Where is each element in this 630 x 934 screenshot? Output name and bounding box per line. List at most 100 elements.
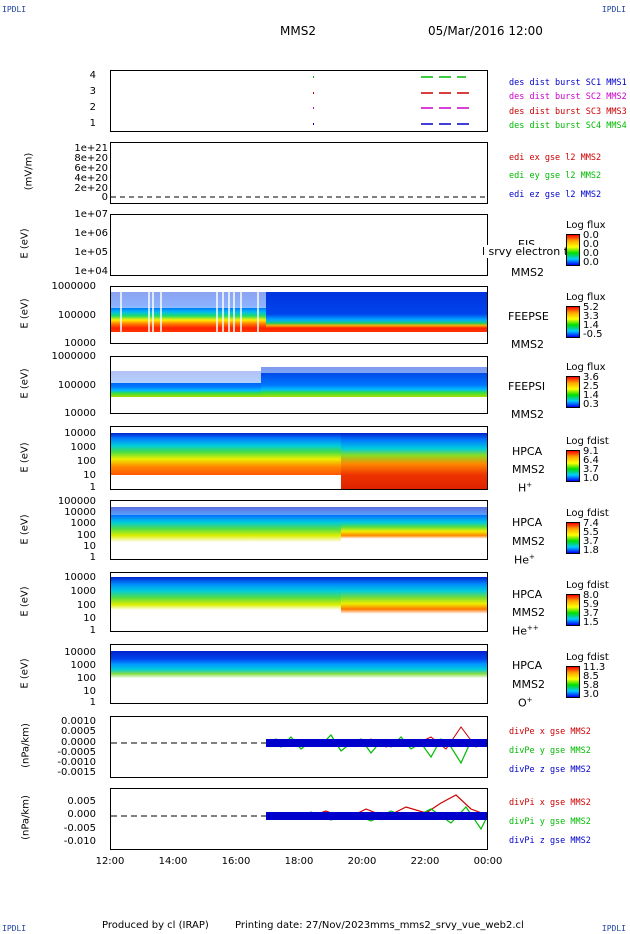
hpca-hepp-tick-3: 10 — [83, 613, 96, 624]
efield-legend-x: edi ex gse l2 MMS2 — [509, 153, 602, 163]
hpca-he-colorbar-title: Log fdist — [566, 508, 609, 519]
footer-script: mms_mms2_srvy_vue_web2.cl — [370, 920, 524, 931]
hpca-o-panel — [110, 644, 488, 704]
footer-producer: Produced by cl (IRAP) — [102, 920, 209, 931]
divpe-tick-2: 0.0000 — [61, 737, 96, 748]
hpca-h-tick-4: 1 — [89, 482, 96, 493]
efield-legend-y: edi ey gse l2 MMS2 — [509, 171, 602, 181]
divpi-panel — [110, 788, 488, 850]
feepse-colorbar-value: -0.5 — [583, 329, 603, 340]
feepse-gaps — [120, 292, 259, 332]
hpca-h-species: H+ — [518, 481, 533, 495]
efield-tick-5: 0 — [101, 192, 108, 203]
hpca-hepp-inst-sc: MMS2 — [512, 606, 545, 619]
feepse-colorbar-title: Log flux — [566, 292, 606, 303]
hpca-h-colorbar — [566, 450, 580, 482]
hpca-o-tick-1: 1000 — [70, 660, 96, 671]
divpi-legend-x: divPi x gse MMS2 — [509, 798, 591, 808]
feepsi-tick-1: 100000 — [57, 380, 96, 391]
feepsi-panel — [110, 356, 488, 414]
x-tick-1800: 18:00 — [284, 856, 314, 867]
hpca-h-tick-1: 1000 — [70, 442, 96, 453]
feepsi-inst-name: FEEPSI — [508, 380, 546, 393]
hpca-he-panel — [110, 500, 488, 560]
hpca-o-colorbar — [566, 666, 580, 698]
hpca-o-colorbar-title: Log fdist — [566, 652, 609, 663]
feepsi-colorbar-title: Log flux — [566, 362, 606, 373]
feepse-colorbar-value: 1.4 — [583, 320, 599, 331]
hpca-o-colorbar-value: 8.5 — [583, 671, 599, 682]
hpca-h-spectrogram — [111, 433, 487, 489]
efield-tick-2: 6e+20 — [74, 163, 108, 174]
feepsi-tick-0: 1000000 — [51, 351, 96, 362]
hpca-hepp-colorbar-value: 1.5 — [583, 617, 599, 628]
burst-panel — [110, 70, 488, 132]
footer-printing-date: Printing date: 27/Nov/2023 — [235, 920, 371, 931]
hpca-h-panel — [110, 426, 488, 490]
eis-tick-3: 1e+04 — [74, 266, 108, 277]
hpca-hepp-colorbar-value: 3.7 — [583, 608, 599, 619]
corner-label-br: IPDLI — [601, 924, 626, 933]
hpca-he-tick-3: 100 — [76, 530, 96, 541]
burst-plot — [313, 76, 471, 125]
eis-colorbar-value: 0.0 — [583, 248, 599, 259]
hpca-he-colorbar-value: 5.5 — [583, 527, 599, 538]
hpca-o-colorbar-value: 3.0 — [583, 689, 599, 700]
x-tick-2200: 22:00 — [410, 856, 440, 867]
feepse-inst-sc: MMS2 — [511, 338, 544, 351]
efield-panel — [110, 142, 488, 204]
x-tick-1400: 14:00 — [158, 856, 188, 867]
feepsi-colorbar-value: 2.5 — [583, 381, 599, 392]
feepse-colorbar-value: 3.3 — [583, 311, 599, 322]
divpe-tick-5: -0.0015 — [57, 767, 96, 778]
hpca-o-tick-3: 10 — [83, 686, 96, 697]
efield-tick-0: 1e+21 — [74, 143, 108, 154]
hpca-hepp-tick-0: 10000 — [64, 572, 96, 583]
hpca-hepp-colorbar-value: 5.9 — [583, 599, 599, 610]
hpca-he-spectrogram — [111, 507, 487, 551]
feepse-tick-1: 100000 — [57, 310, 96, 321]
hpca-h-colorbar-title: Log fdist — [566, 436, 609, 447]
hpca-o-colorbar-value: 5.8 — [583, 680, 599, 691]
divpi-legend-y: divPi y gse MMS2 — [509, 817, 591, 827]
hpca-he-tick-1: 10000 — [64, 507, 96, 518]
eis-tick-1: 1e+06 — [74, 228, 108, 239]
x-tick-0000: 00:00 — [473, 856, 503, 867]
hpca-he-colorbar-value: 3.7 — [583, 536, 599, 547]
feepsi-inst-sc: MMS2 — [511, 408, 544, 421]
divpi-tick-2: -0.005 — [63, 823, 96, 834]
efield-ylabel: (mV/m) — [23, 152, 35, 191]
hpca-he-colorbar-value: 1.8 — [583, 545, 599, 556]
divpe-tick-0: 0.0010 — [61, 716, 96, 727]
hpca-o-species: O+ — [518, 696, 533, 710]
hpca-hepp-tick-1: 1000 — [70, 586, 96, 597]
feepsi-colorbar-value: 3.6 — [583, 372, 599, 383]
feepse-inst-name: FEEPSE — [508, 310, 549, 323]
hpca-he-species: He+ — [514, 553, 535, 567]
hpca-hepp-inst-name: HPCA — [512, 588, 543, 601]
hpca-o-spectrogram — [111, 651, 487, 695]
eis-panel — [110, 214, 488, 276]
hpca-he-tick-2: 1000 — [70, 518, 96, 529]
hpca-h-colorbar-value: 1.0 — [583, 473, 599, 484]
eis-colorbar-title: Log flux — [566, 220, 606, 231]
hpca-hepp-colorbar-value: 8.0 — [583, 590, 599, 601]
efield-legend-z: edi ez gse l2 MMS2 — [509, 190, 602, 200]
hpca-h-colorbar-value: 3.7 — [583, 464, 599, 475]
hpca-he-inst-name: HPCA — [512, 516, 543, 529]
x-tick-1200: 12:00 — [95, 856, 125, 867]
hpca-o-tick-2: 100 — [76, 673, 96, 684]
spacecraft-title: MMS2 — [280, 24, 316, 38]
burst-tick-1: 1 — [89, 118, 96, 129]
feepsi-colorbar — [566, 376, 580, 408]
hpca-hepp-colorbar — [566, 594, 580, 626]
divpi-tick-3: -0.010 — [63, 836, 96, 847]
hpca-h-inst-name: HPCA — [512, 445, 543, 458]
corner-label-tl: IPDLI — [2, 5, 27, 14]
divpe-trace-z — [266, 739, 487, 747]
eis-inst-sc: MMS2 — [511, 266, 544, 279]
hpca-he-colorbar — [566, 522, 580, 554]
divpi-legend-z: divPi z gse MMS2 — [509, 836, 591, 846]
efield-tick-4: 2e+20 — [74, 183, 108, 194]
hpca-hepp-spectrogram — [111, 577, 487, 623]
